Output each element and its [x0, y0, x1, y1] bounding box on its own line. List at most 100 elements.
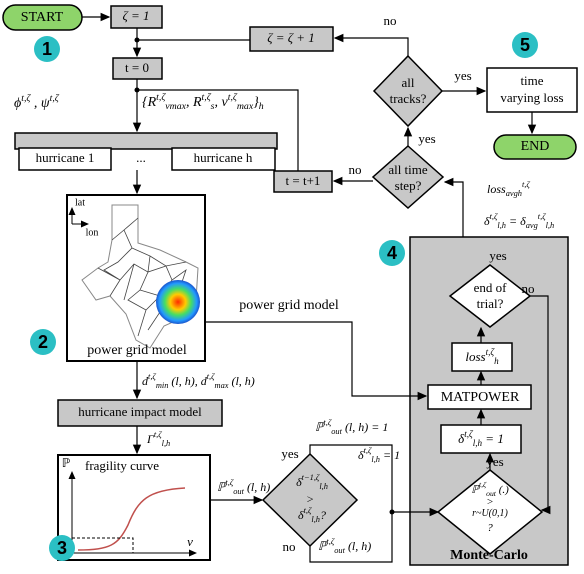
math-part: t,ζ: [364, 446, 372, 455]
math-label: ℙt,ζout (l, h): [318, 537, 371, 555]
grid-map: [66, 194, 206, 362]
math-label: ?: [487, 522, 493, 534]
math-part: = 1: [482, 431, 504, 446]
math-part: δ: [296, 475, 302, 489]
math-part: l,h: [311, 515, 320, 524]
label: no: [349, 162, 362, 177]
label: t = 0: [125, 60, 149, 75]
math-part: }: [253, 95, 259, 110]
math-part: t,ζ: [50, 93, 60, 104]
math-part: t,ζ: [486, 347, 496, 357]
junction: [134, 87, 140, 93]
label: MATPOWER: [441, 390, 520, 405]
math-part: t,ζ: [202, 92, 212, 103]
math-label: >: [486, 496, 493, 508]
math-part: , R: [186, 95, 202, 110]
math-part: t,ζ: [522, 180, 530, 189]
connector: [333, 33, 409, 56]
math-part: avg: [526, 221, 538, 230]
process-box: [57, 399, 223, 427]
math-part: ℙ: [471, 484, 481, 496]
math-part: loss: [487, 182, 506, 196]
label: hurricane h: [194, 150, 253, 165]
label: power grid model: [87, 343, 187, 358]
label: trial?: [477, 296, 504, 311]
math-part: t,ζ: [207, 372, 215, 381]
decision: [371, 144, 445, 210]
math-part: loss: [465, 349, 485, 364]
math-part: out: [233, 487, 244, 496]
connector: [309, 444, 440, 517]
math-part: h: [518, 189, 522, 198]
math-label: δt,ζl,h?: [298, 506, 326, 524]
math-part: s: [211, 101, 215, 112]
step-badge: [379, 240, 405, 266]
math-part: t,ζ: [148, 372, 156, 381]
connector: [309, 512, 393, 563]
step-number: 3: [57, 538, 67, 558]
step-number: 2: [38, 332, 48, 352]
step-number: 1: [42, 39, 52, 59]
math-part: ℙ: [217, 480, 227, 494]
math-part: vmax: [165, 101, 186, 112]
math-part: (l, h), d: [168, 374, 207, 388]
decision: [261, 452, 359, 548]
decision: [448, 264, 532, 328]
process-box: [440, 424, 522, 454]
math-label: ℙt,ζout (.): [471, 480, 509, 498]
math-part: r~U(0,1): [472, 508, 508, 519]
math-part: ?: [487, 522, 493, 534]
math-part: l,h: [497, 221, 506, 230]
label: lat: [75, 197, 85, 208]
math-part: max: [237, 101, 254, 112]
math-label: ℙt,ζout (l, h) = 1: [315, 418, 388, 436]
label: time: [520, 73, 543, 88]
label: ℙ: [62, 456, 70, 470]
math-part: d: [142, 374, 149, 388]
label: no: [384, 13, 397, 28]
math-label: δt,ζl,h = δavgt,ζl,h: [484, 212, 554, 230]
label: all time: [388, 162, 428, 177]
label: yes: [489, 248, 506, 263]
math-part: t,ζ: [323, 418, 331, 427]
math-part: t,ζ: [326, 537, 334, 546]
math-part: >: [486, 496, 493, 508]
math-part: (l, h): [244, 480, 270, 494]
update-box: [273, 170, 333, 193]
connector: [137, 89, 299, 171]
label: tracks?: [390, 91, 427, 106]
math-part: t,ζ: [538, 212, 546, 221]
label: ...: [136, 150, 146, 165]
init-box: [110, 5, 163, 29]
label: hurricane impact model: [78, 404, 202, 419]
label: no: [522, 281, 535, 296]
label: lon: [86, 227, 99, 238]
label: end of: [474, 280, 508, 295]
math-label: δt,ζl,h = 1: [458, 429, 504, 448]
math-part: l,h: [371, 455, 380, 464]
math-part: t,ζ: [304, 506, 312, 515]
label: ζ = 1: [122, 8, 149, 23]
label: no: [283, 539, 296, 554]
decision: [436, 469, 544, 555]
math-part: t,ζ: [154, 430, 162, 439]
math-part: (.): [496, 484, 509, 496]
connector: [443, 177, 464, 237]
decision: [372, 54, 444, 128]
math-part: t,ζ: [156, 92, 166, 103]
math-part: l,h: [473, 438, 483, 448]
math-part: δ: [298, 508, 304, 522]
label: fragility curve: [85, 458, 159, 473]
process-box: [451, 342, 513, 372]
label: power grid model: [239, 298, 339, 313]
math-part: min: [156, 381, 169, 390]
math-part: δ: [358, 448, 364, 462]
step-badge: [34, 36, 60, 62]
math-part: t,ζ: [464, 429, 474, 439]
math-part: avg: [506, 189, 518, 198]
math-label: ϕt,ζ , ψt,ζ: [14, 93, 60, 111]
label: Monte-Carlo: [450, 548, 528, 563]
math-part: t,ζ: [21, 93, 31, 104]
math-part: ?: [320, 508, 326, 522]
